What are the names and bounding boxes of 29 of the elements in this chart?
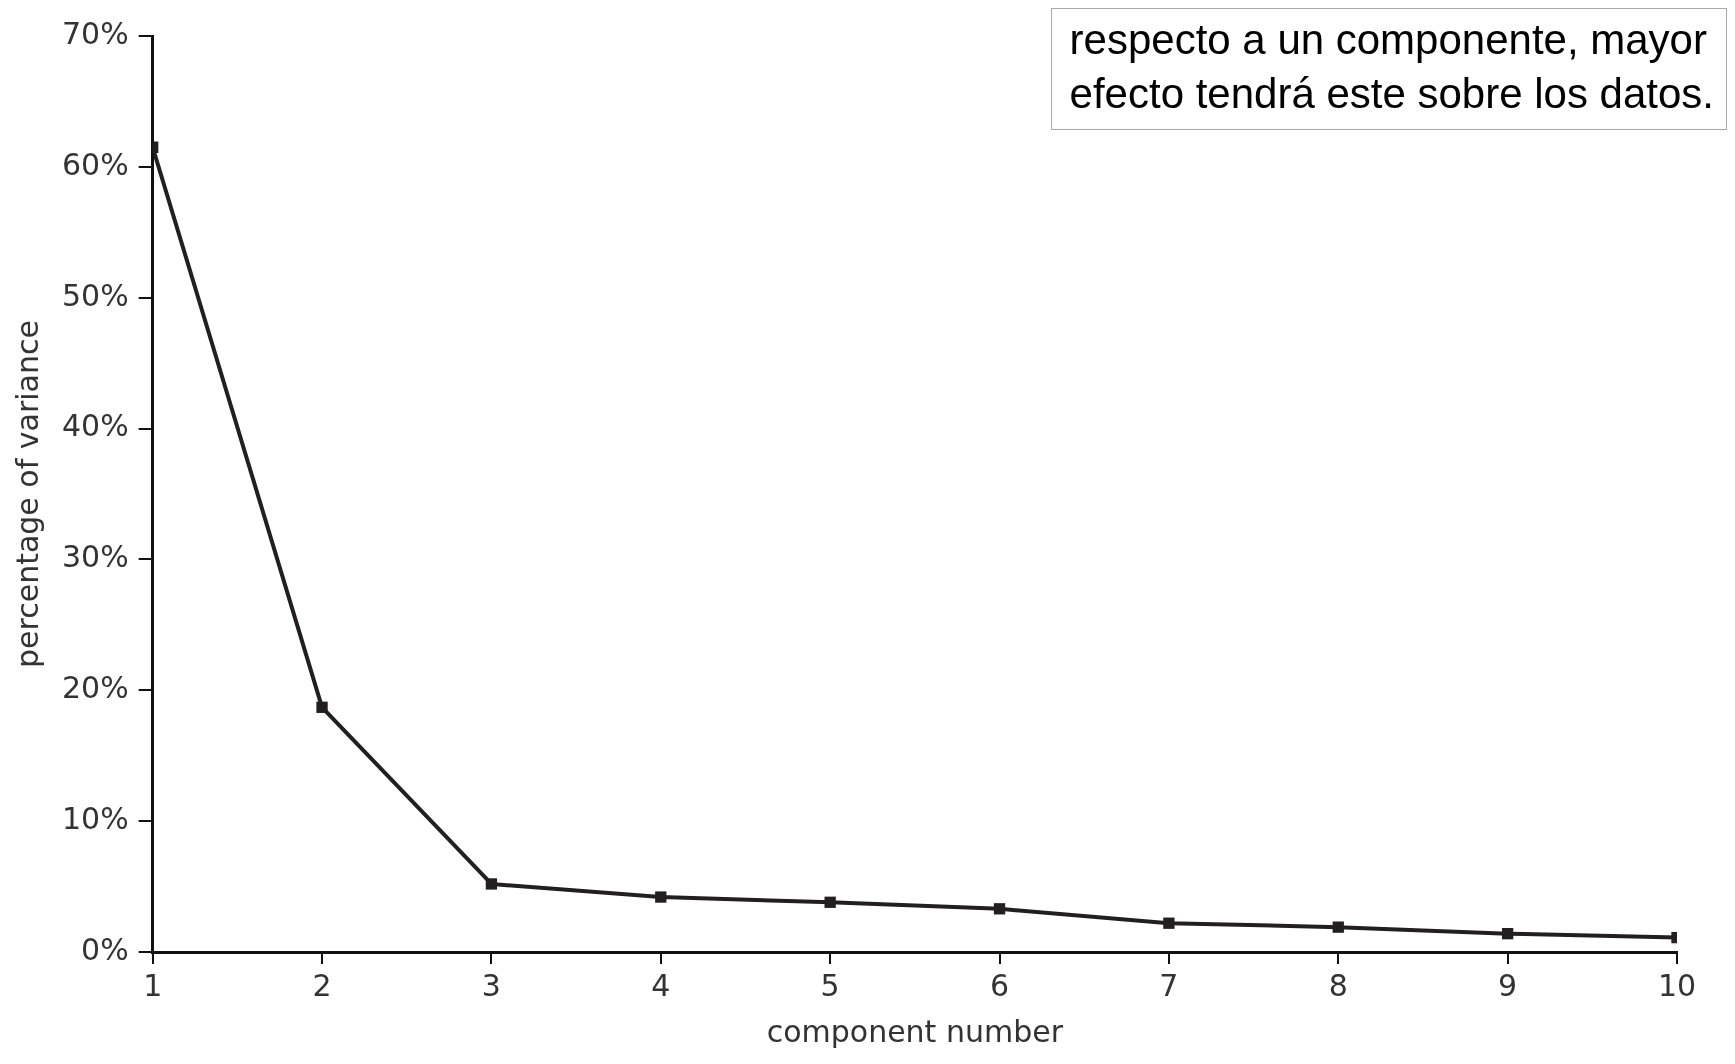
x-tick-label: 3	[481, 967, 501, 1003]
x-tick-label: 5	[820, 967, 840, 1003]
point	[1501, 928, 1514, 940]
point	[1163, 917, 1175, 929]
point	[316, 701, 328, 713]
y-axis-title: percentage of variance	[9, 320, 45, 668]
x-tick-label: 1	[143, 967, 163, 1003]
annotation: respecto a un componente, mayor efecto tendrá este sobre los datos.	[1050, 8, 1727, 130]
point	[485, 878, 498, 890]
x-tick-label: 10	[1657, 967, 1697, 1003]
x-tick-label: 4	[651, 967, 671, 1003]
x-tick-label: 6	[989, 967, 1010, 1003]
x-tick-label: 9	[1498, 967, 1518, 1003]
y-tick-label: 40%	[61, 408, 129, 444]
x-tick-label: 2	[312, 967, 332, 1003]
y-tick-label: 10%	[61, 800, 129, 836]
y-tick-label: 20%	[61, 670, 129, 706]
y-tick-label: 70%	[61, 15, 129, 51]
x-tick-label: 8	[1328, 967, 1348, 1003]
point	[993, 903, 1006, 915]
point	[824, 896, 836, 908]
y-tick-label: 50%	[61, 277, 129, 313]
point	[655, 891, 667, 903]
x-axis-title: component number	[766, 1013, 1064, 1049]
y-tick-label: 0%	[81, 931, 129, 967]
y-tick-label: 30%	[61, 539, 129, 575]
point	[1332, 921, 1344, 933]
x-tick-label: 7	[1159, 967, 1179, 1003]
y-tick-label: 60%	[61, 146, 129, 182]
